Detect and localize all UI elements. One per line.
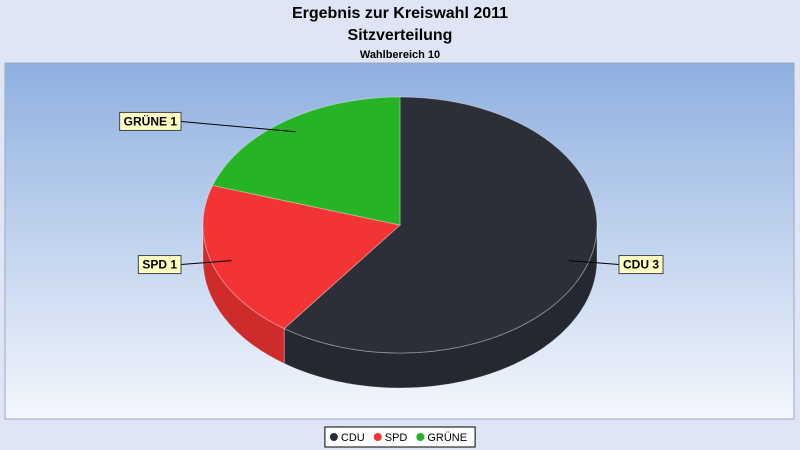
legend-label: CDU: [341, 432, 365, 444]
chart-caption: Wahlbereich 10: [360, 49, 440, 61]
leader-line: [568, 260, 620, 266]
chart-subtitle: Sitzverteilung: [348, 27, 453, 44]
data-label-group: SPD 1: [137, 255, 182, 275]
leader-line: [180, 120, 296, 133]
data-label: SPD 1: [142, 258, 177, 272]
legend-marker: [329, 433, 338, 441]
pie-slice: [211, 96, 401, 226]
pie-slice: [202, 184, 402, 330]
legend-box: [324, 426, 476, 448]
pie-slice: [283, 96, 598, 354]
legend-marker: [373, 433, 382, 441]
legend: CDU SPD GRÜNE: [324, 426, 476, 448]
data-label-group: CDU 3: [618, 255, 664, 275]
legend-marker: [416, 433, 425, 441]
pie: CDU 3 SPD 1 GRÜNE 1: [119, 96, 664, 389]
data-label-box: [137, 255, 182, 275]
data-label: CDU 3: [623, 258, 659, 272]
legend-label: GRÜNE: [427, 432, 467, 444]
data-label-box: [119, 111, 182, 131]
chart-title: Ergebnis zur Kreiswahl 2011: [292, 5, 508, 22]
legend-label: SPD: [385, 432, 408, 444]
data-label: GRÜNE 1: [124, 114, 178, 129]
data-label-box: [618, 255, 664, 275]
data-label-group: GRÜNE 1: [119, 111, 182, 131]
leader-line: [180, 260, 232, 266]
